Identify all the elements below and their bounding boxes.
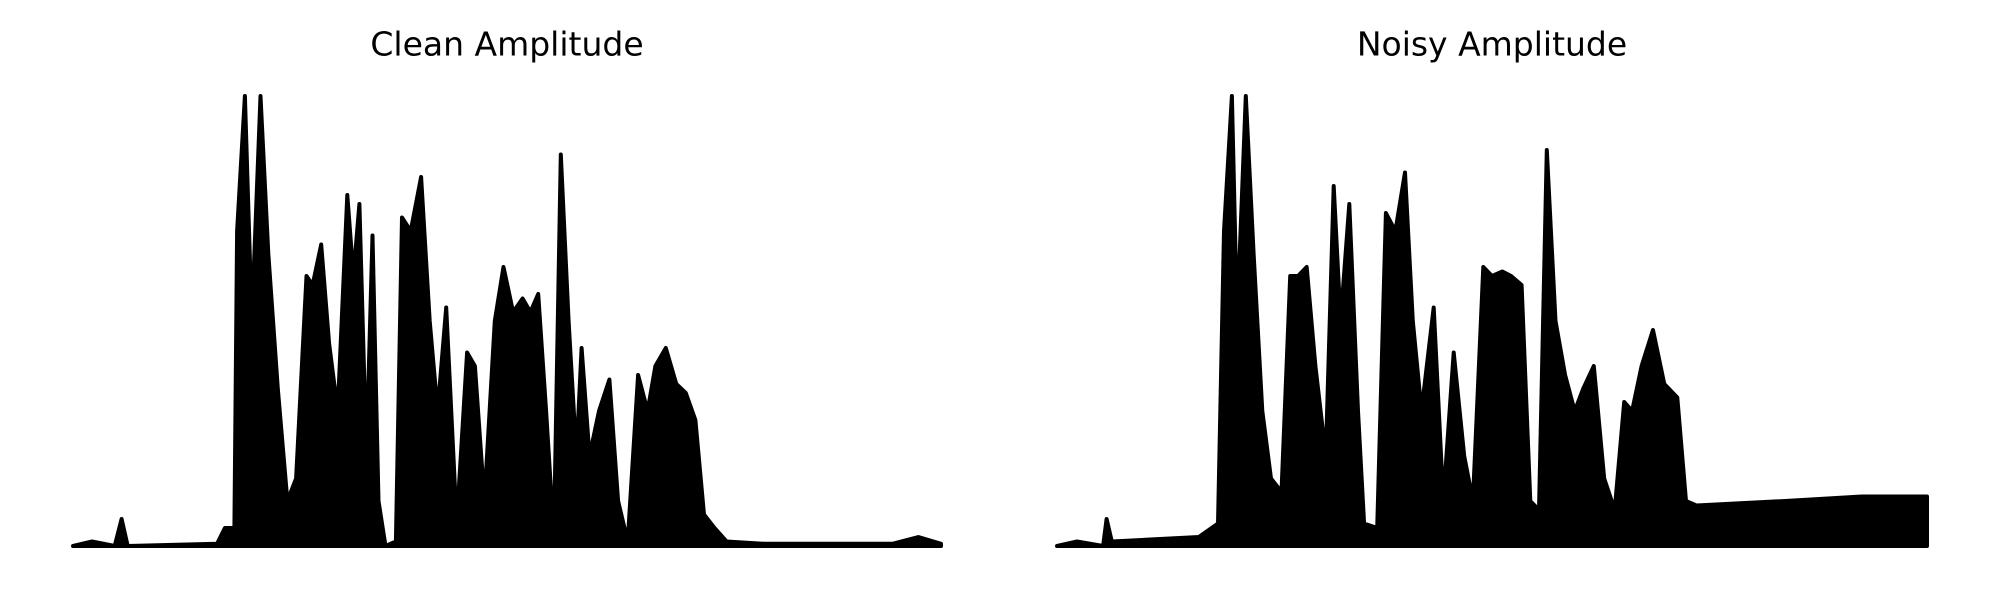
amplitude-area xyxy=(71,94,943,548)
amplitude-area xyxy=(1055,94,1929,548)
chart-title: Clean Amplitude xyxy=(370,25,643,64)
chart-title: Noisy Amplitude xyxy=(1357,25,1627,64)
